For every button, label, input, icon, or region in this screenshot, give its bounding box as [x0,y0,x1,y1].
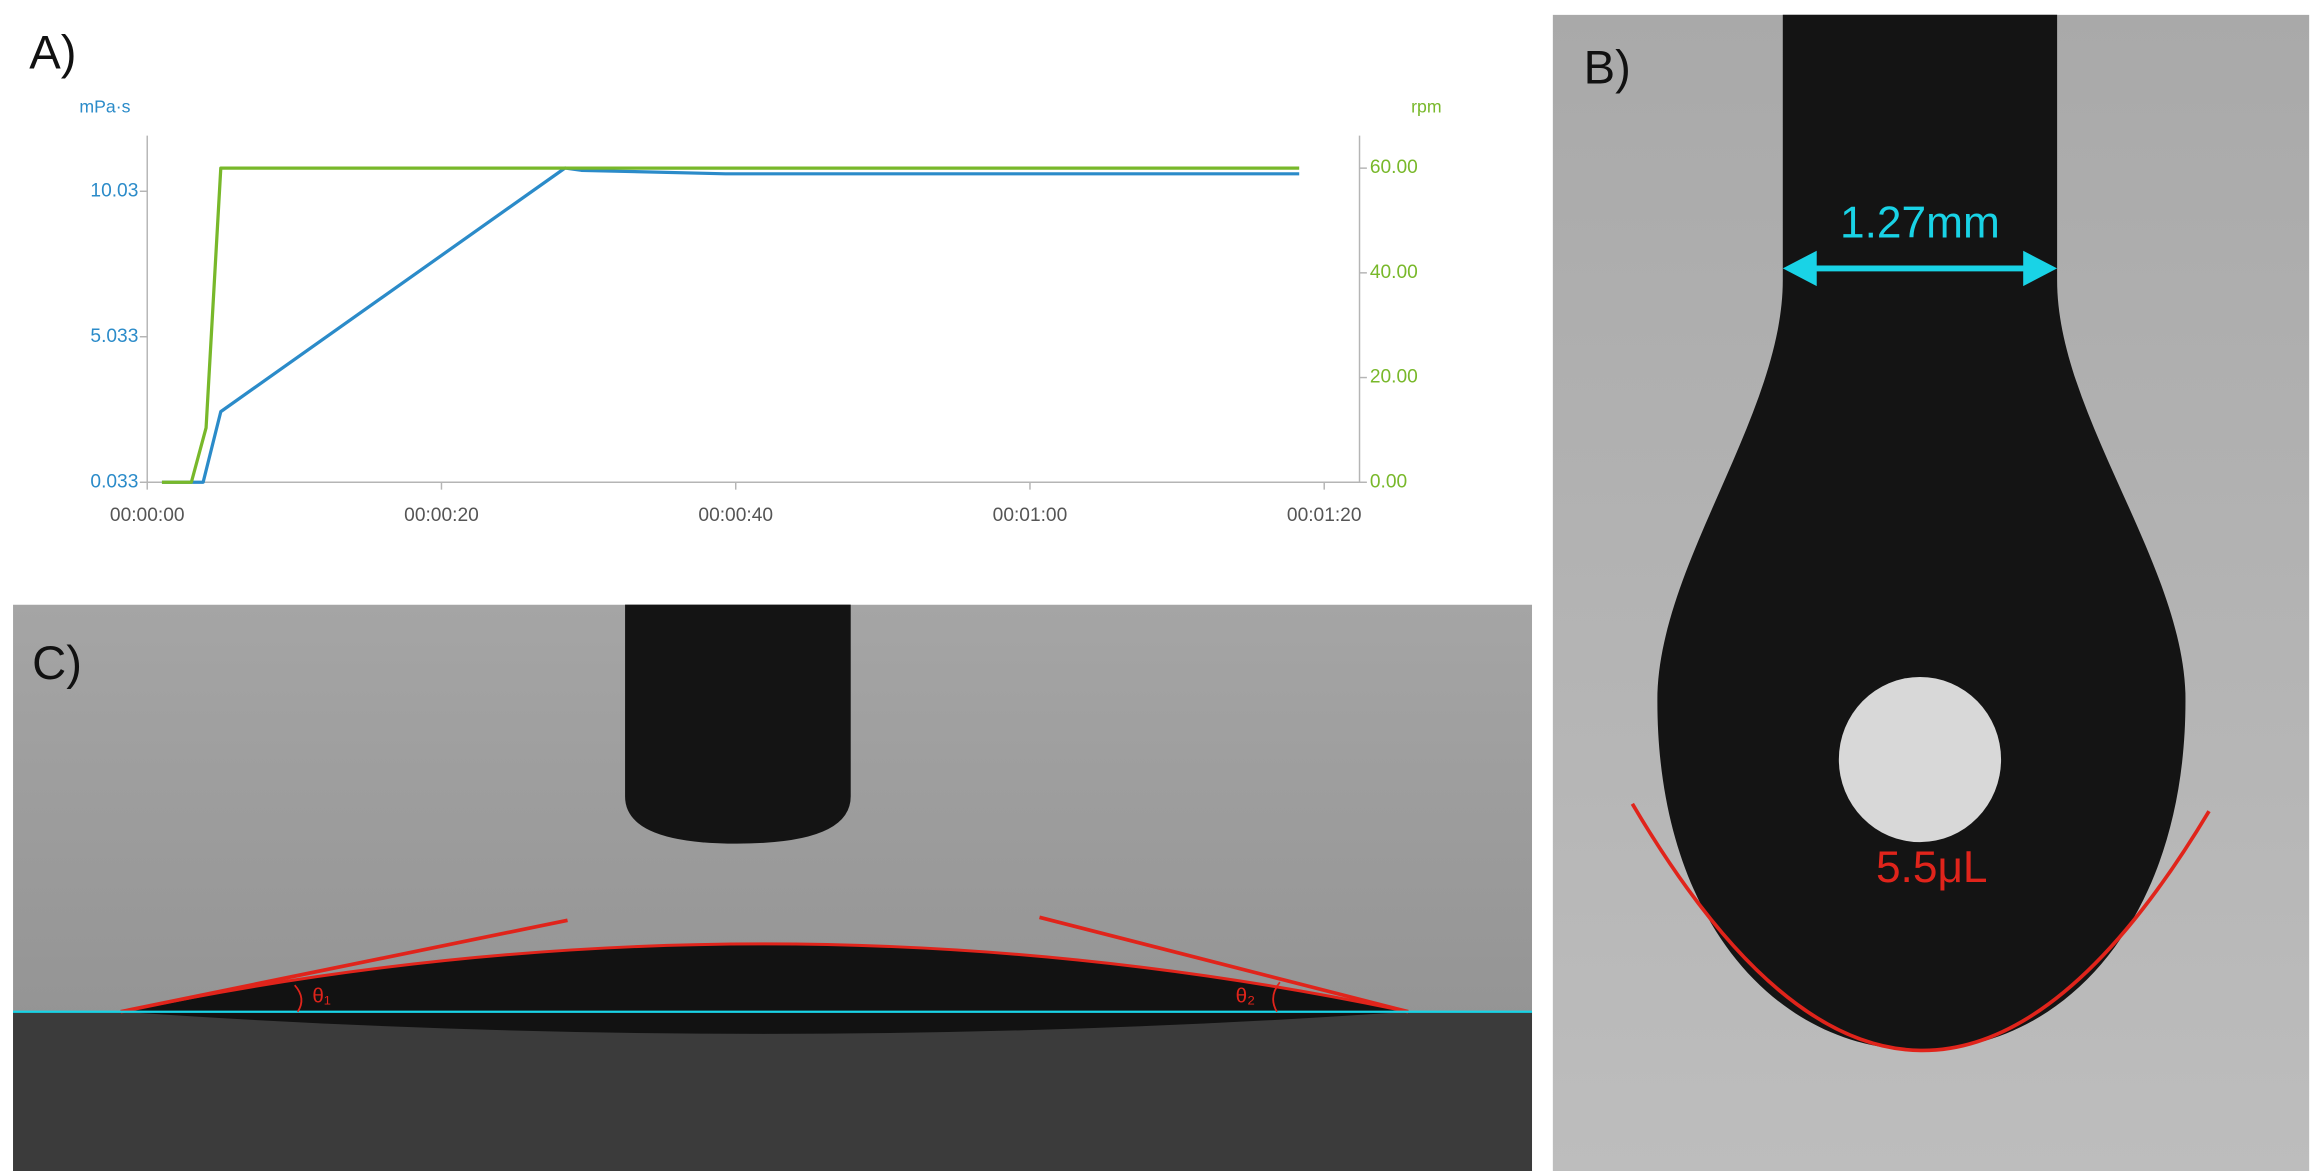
y-axis-title: mPa·s [79,96,130,116]
figure: mPa·s rpm 00:00:00 00:00:20 00:00:40 00:01:00… [0,0,2312,1171]
panel-label: C) [32,637,82,690]
y-tick-label: 0.033 [90,471,138,492]
angle-label: θ₁ [312,984,330,1007]
panel-label: B) [1584,41,1631,94]
y2-tick-label: 60.00 [1370,157,1418,178]
x-tick-label: 00:01:00 [993,505,1068,526]
y2-tick-label: 40.00 [1370,262,1418,283]
width-label: 1.27mm [1840,198,2000,247]
needle [625,590,851,844]
y-tick-label: 5.033 [90,326,138,347]
substrate [13,1012,1532,1171]
x-tick-label: 00:01:20 [1287,505,1362,526]
pendant-drop-image: 1.27mm 5.5μL [1553,0,2310,1171]
page: {"chart_data": {"type": "line", "y_label… [0,0,2312,1171]
x-tick-label: 00:00:20 [404,505,479,526]
x-tick-label: 00:00:40 [698,505,773,526]
series-line [162,168,1299,482]
panel-label: A) [29,27,76,80]
series-line [162,168,1299,482]
x-tick-label: 00:00:00 [110,505,185,526]
viscosity-chart: mPa·s rpm 00:00:00 00:00:20 00:00:40 00:01:00… [79,96,1441,526]
sessile-drop-image: θ₁ θ₂ [13,590,1532,1171]
reflection [1839,677,2001,842]
angle-label: θ₂ [1236,984,1255,1007]
y2-tick-label: 0.00 [1370,471,1407,492]
y-tick-label: 10.03 [90,180,138,201]
y2-tick-label: 20.00 [1370,367,1418,388]
y2-axis-title: rpm [1411,96,1441,116]
volume-label: 5.5μL [1876,843,1988,892]
